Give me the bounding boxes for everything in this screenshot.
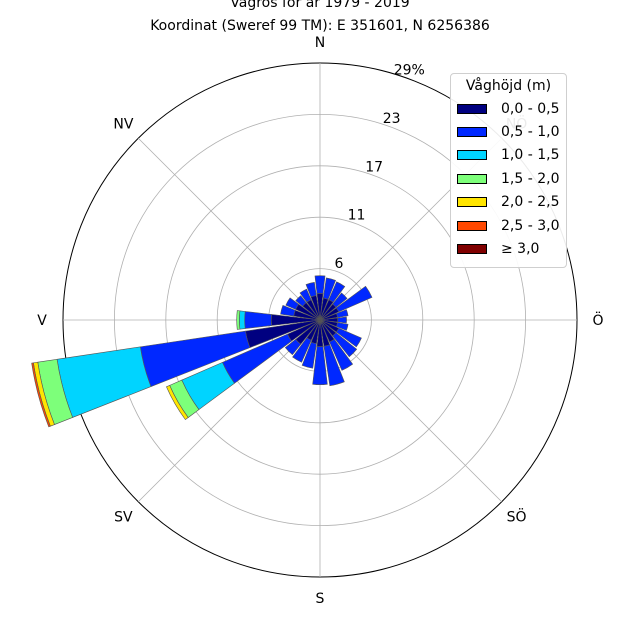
legend-item: 2,5 - 3,0 <box>451 214 566 237</box>
rose-bar-segment <box>236 310 241 330</box>
legend-label: 2,0 - 2,5 <box>501 194 560 211</box>
legend-label: 2,5 - 3,0 <box>501 217 560 234</box>
rose-bar-segment <box>292 337 312 363</box>
direction-label: S <box>316 591 325 607</box>
direction-label: Ö <box>592 311 603 329</box>
rose-bar-segment <box>239 310 246 330</box>
legend-label: 0,5 - 1,0 <box>501 124 560 141</box>
legend-label: 0,0 - 0,5 <box>501 100 560 117</box>
rose-bar-segment <box>335 285 373 313</box>
radial-tick-label: 23 <box>383 111 401 127</box>
direction-label: SV <box>114 510 133 526</box>
legend-item: 0,5 - 1,0 <box>451 120 566 143</box>
legend-swatch <box>457 150 487 161</box>
rose-bar-segment <box>299 288 312 303</box>
radial-tick-label: 17 <box>365 159 383 175</box>
radial-tick-label: 6 <box>334 256 343 272</box>
legend-swatch <box>457 197 487 208</box>
legend-swatch <box>457 220 487 231</box>
rose-bar-segment <box>335 327 362 348</box>
rose-bar-segment <box>329 338 354 371</box>
rose-bar-segment <box>336 309 349 318</box>
direction-label: NV <box>113 116 133 132</box>
chart-title: Vågros för år 1979 - 2019 <box>230 0 410 11</box>
chart-subtitle: Koordinat (Sweref 99 TM): E 351601, N 62… <box>150 18 490 34</box>
legend-items: 0,0 - 0,5 0,5 - 1,0 1,0 - 1,5 1,5 - 2,0 2,0 … <box>451 97 566 261</box>
radial-tick-label: 11 <box>348 208 366 224</box>
rose-bar-segment <box>332 332 358 358</box>
rose-bar-segment <box>31 362 51 428</box>
direction-label: N <box>315 35 325 51</box>
rose-bar-segment <box>314 275 326 294</box>
rose-bar-segment <box>56 346 152 418</box>
legend-label: 1,5 - 2,0 <box>501 170 560 187</box>
rose-bar-segment <box>284 338 302 356</box>
rose-bar-segment <box>312 346 328 385</box>
rose-bar-segment <box>336 322 349 331</box>
legend-item: 0,0 - 0,5 <box>451 97 566 120</box>
rose-bar-segment <box>295 295 307 307</box>
rose-bar-segment <box>328 281 346 303</box>
rose-bar-segment <box>166 384 189 421</box>
legend-item: 1,0 - 1,5 <box>451 144 566 167</box>
rose-bar-segment <box>305 281 317 298</box>
grid-spoke <box>137 137 321 321</box>
legend-swatch <box>457 173 487 184</box>
wind-rose-bars <box>31 275 373 428</box>
legend-title: Våghöjd (m) <box>465 78 552 94</box>
legend-swatch <box>457 244 487 255</box>
rose-bar-segment <box>322 277 336 300</box>
rose-bar-segment <box>332 292 348 308</box>
legend-label: 1,0 - 1,5 <box>501 147 560 164</box>
legend-item: 2,0 - 2,5 <box>451 191 566 214</box>
rose-bar-segment <box>337 316 347 324</box>
rose-bar-segment <box>280 304 296 317</box>
legend: Våghöjd (m) 0,0 - 0,5 0,5 - 1,0 1,0 - 1,5 1… <box>450 73 567 268</box>
radial-tick-label: 29% <box>394 63 425 79</box>
legend-label: ≥ 3,0 <box>501 241 540 258</box>
direction-label: V <box>37 313 47 329</box>
legend-swatch <box>457 127 487 138</box>
rose-bar-segment <box>323 344 345 387</box>
legend-item: 1,5 - 2,0 <box>451 167 566 190</box>
rose-bar-segment <box>285 297 300 310</box>
direction-label: SÖ <box>507 508 527 526</box>
legend-item: ≥ 3,0 <box>451 237 566 260</box>
legend-swatch <box>457 103 487 114</box>
rose-bar-segment <box>244 311 272 329</box>
rose-bar-segment <box>301 341 317 369</box>
